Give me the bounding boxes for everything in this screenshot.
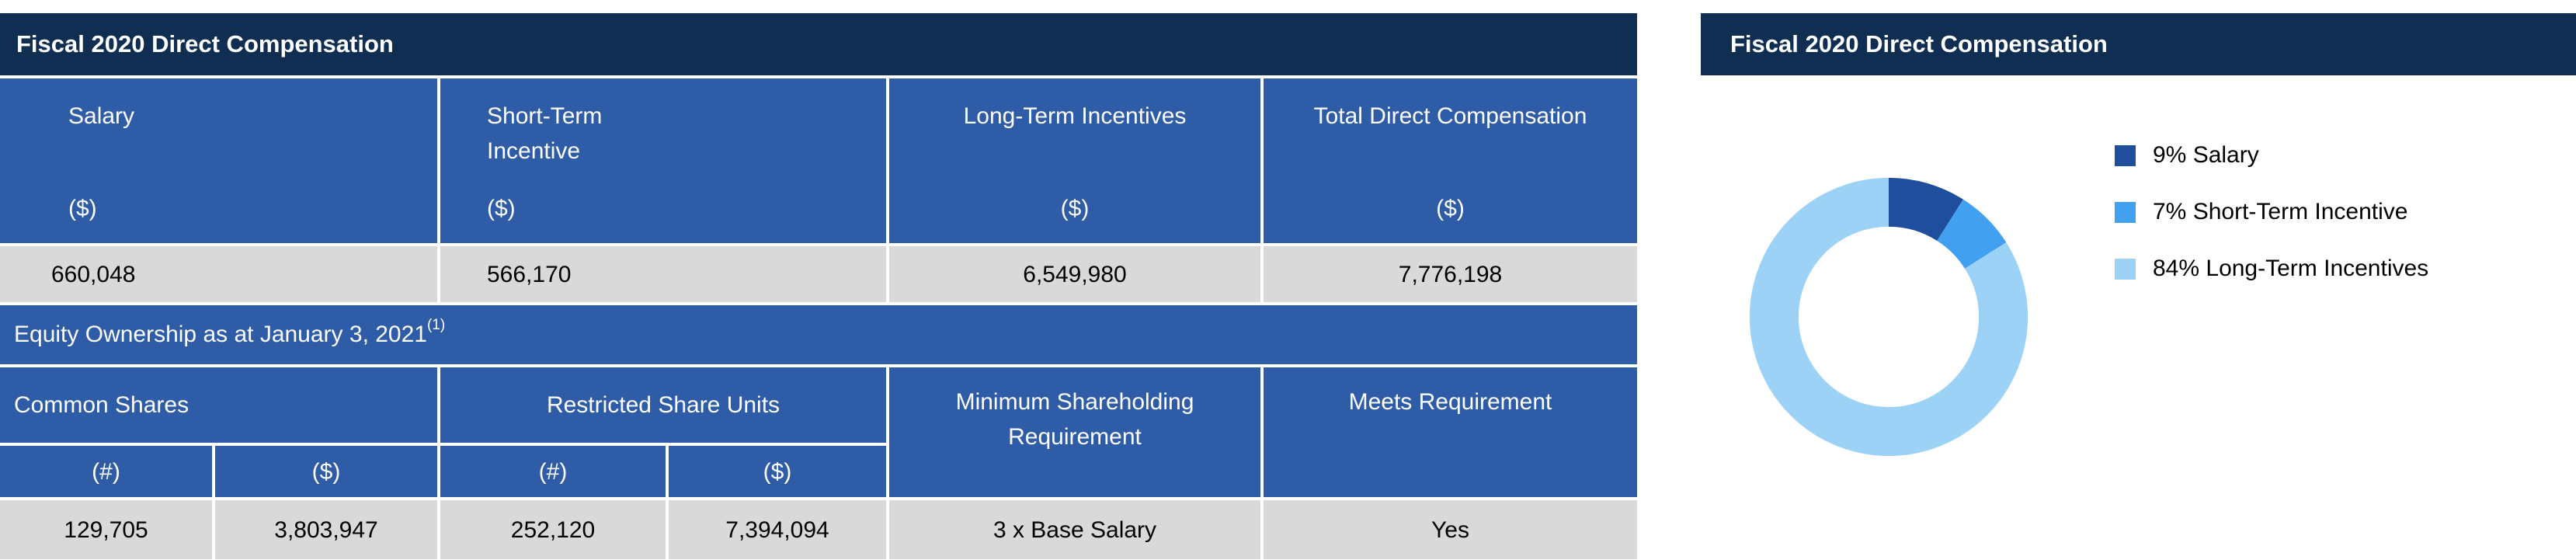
- rsu-count-cell: 252,120: [440, 500, 666, 559]
- table-title-bar: Fiscal 2020 Direct Compensation: [0, 13, 1637, 75]
- legend-item-long-term-incentives: 84% Long-Term Incentives: [2115, 252, 2428, 286]
- table-title: Fiscal 2020 Direct Compensation: [16, 30, 394, 57]
- legend-swatch: [2115, 144, 2136, 166]
- meets-requirement-header-label: Meets Requirement: [1348, 389, 1552, 415]
- salary-header-label: Salary: [68, 103, 135, 129]
- dollar-unit-label: ($): [311, 458, 341, 485]
- chart-title: Fiscal 2020 Direct Compensation: [1730, 30, 2108, 57]
- salary-value: 660,048: [51, 261, 136, 287]
- minimum-shareholding-header-label: Minimum Shareholding Requirement: [955, 389, 1194, 450]
- short-term-incentive-header-label: Short-Term Incentive: [487, 103, 603, 164]
- short-term-incentive-value-cell: 566,170: [440, 246, 886, 302]
- legend-label: 7% Short-Term Incentive: [2153, 199, 2408, 224]
- donut-segment-long-term-incentives: [1749, 177, 2028, 457]
- chart-legend: 9% Salary 7% Short-Term Incentive 84% Long…: [2115, 138, 2428, 286]
- rsu-unit-row: (#) ($): [440, 446, 886, 497]
- minimum-shareholding-value-cell: 3 x Base Salary: [889, 500, 1260, 559]
- meets-requirement-value-cell: Yes: [1264, 500, 1637, 559]
- total-direct-compensation-value: 7,776,198: [1398, 261, 1503, 287]
- salary-header-cell: Salary ($): [0, 78, 437, 243]
- short-term-incentive-unit-label: ($): [487, 196, 516, 221]
- equity-value-row: 129,705 3,803,947 252,120 7,394,094 3 x …: [0, 500, 1637, 559]
- salary-unit-label: ($): [68, 196, 97, 221]
- legend-label: 9% Salary: [2153, 142, 2259, 168]
- common-shares-header-label: Common Shares: [14, 392, 189, 418]
- common-shares-header-cell: Common Shares: [0, 367, 437, 443]
- long-term-incentives-header-label: Long-Term Incentives: [963, 103, 1187, 129]
- equity-section-header: Equity Ownership as at January 3, 2021 (1…: [0, 305, 1637, 364]
- legend-label: 84% Long-Term Incentives: [2153, 256, 2429, 281]
- long-term-incentives-value: 6,549,980: [1023, 261, 1127, 287]
- count-unit-label: (#): [92, 458, 120, 485]
- total-direct-compensation-header-label: Total Direct Compensation: [1313, 103, 1587, 129]
- common-shares-header-group: Common Shares (#) ($): [0, 367, 437, 497]
- short-term-incentive-value: 566,170: [487, 261, 572, 287]
- legend-swatch: [2115, 258, 2136, 280]
- legend-item-salary: 9% Salary: [2115, 138, 2428, 172]
- salary-value-cell: 660,048: [0, 246, 437, 302]
- legend-item-short-term-incentive: 7% Short-Term Incentive: [2115, 195, 2428, 229]
- compensation-table: Fiscal 2020 Direct Compensation Salary (…: [0, 13, 1637, 559]
- chart-panel: Fiscal 2020 Direct Compensation 9% Salar…: [1701, 13, 2576, 560]
- rsu-count-unit-cell: (#): [440, 446, 666, 497]
- meets-requirement-value: Yes: [1431, 517, 1469, 543]
- dollar-unit-label: ($): [763, 458, 792, 485]
- compensation-header-row: Salary ($) Short-Term Incentive ($) Long…: [0, 78, 1637, 243]
- minimum-shareholding-header-cell: Minimum Shareholding Requirement: [889, 367, 1260, 497]
- rsu-dollars-cell: 7,394,094: [669, 500, 886, 559]
- total-direct-compensation-unit-label: ($): [1436, 196, 1465, 221]
- rsu-header-group: Restricted Share Units (#) ($): [440, 367, 886, 497]
- compensation-value-row: 660,048 566,170 6,549,980 7,776,198: [0, 246, 1637, 302]
- chart-title-bar: Fiscal 2020 Direct Compensation: [1701, 13, 2576, 75]
- short-term-incentive-header-cell: Short-Term Incentive ($): [440, 78, 886, 243]
- common-shares-count-unit-cell: (#): [0, 446, 212, 497]
- equity-section-title: Equity Ownership as at January 3, 2021: [14, 322, 427, 347]
- long-term-incentives-header-cell: Long-Term Incentives ($): [889, 78, 1260, 243]
- rsu-dollar-unit-cell: ($): [669, 446, 886, 497]
- rsu-header-label: Restricted Share Units: [546, 392, 780, 418]
- count-unit-label: (#): [538, 458, 568, 485]
- donut-chart: [1749, 177, 2028, 457]
- equity-header-row: Common Shares (#) ($) Restricted Share U…: [0, 367, 1637, 497]
- rsu-dollars-value: 7,394,094: [725, 517, 829, 543]
- common-shares-dollars-cell: 3,803,947: [215, 500, 437, 559]
- total-direct-compensation-value-cell: 7,776,198: [1264, 246, 1637, 302]
- common-shares-dollars-value: 3,803,947: [274, 517, 378, 543]
- legend-swatch: [2115, 201, 2136, 223]
- long-term-incentives-unit-label: ($): [1060, 196, 1090, 221]
- common-shares-count-value: 129,705: [64, 517, 148, 543]
- long-term-incentives-value-cell: 6,549,980: [889, 246, 1260, 302]
- common-shares-count-cell: 129,705: [0, 500, 212, 559]
- rsu-count-value: 252,120: [510, 517, 596, 543]
- total-direct-compensation-header-cell: Total Direct Compensation ($): [1264, 78, 1637, 243]
- rsu-header-cell: Restricted Share Units: [440, 367, 886, 443]
- minimum-shareholding-value: 3 x Base Salary: [993, 517, 1157, 543]
- meets-requirement-header-cell: Meets Requirement: [1264, 367, 1637, 497]
- common-shares-dollar-unit-cell: ($): [215, 446, 437, 497]
- common-shares-unit-row: (#) ($): [0, 446, 437, 497]
